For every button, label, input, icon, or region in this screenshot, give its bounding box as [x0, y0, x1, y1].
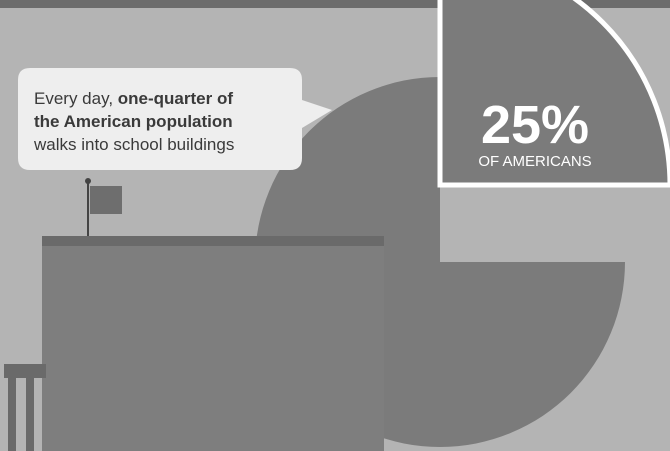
flag-pole-top — [85, 178, 91, 184]
callout-segment: walks into school buildings — [33, 135, 234, 154]
callout-segment: the American population — [34, 112, 233, 131]
callout-segment: one-quarter of — [118, 89, 234, 108]
callout-segment: Every day, — [34, 89, 118, 108]
flag — [90, 186, 122, 214]
callout-text: Every day, one-quarter of the American po… — [33, 89, 234, 154]
bench-seat — [4, 364, 46, 378]
stat-value: 25% — [481, 95, 589, 155]
pie-slice — [437, 0, 670, 188]
top-band — [0, 0, 670, 8]
desk — [42, 236, 384, 451]
bench-leg — [26, 378, 34, 451]
stat-label: OF AMERICANS — [478, 153, 591, 170]
desk-top — [42, 236, 384, 246]
speech-bubble — [18, 68, 332, 170]
bench-leg — [8, 378, 16, 451]
